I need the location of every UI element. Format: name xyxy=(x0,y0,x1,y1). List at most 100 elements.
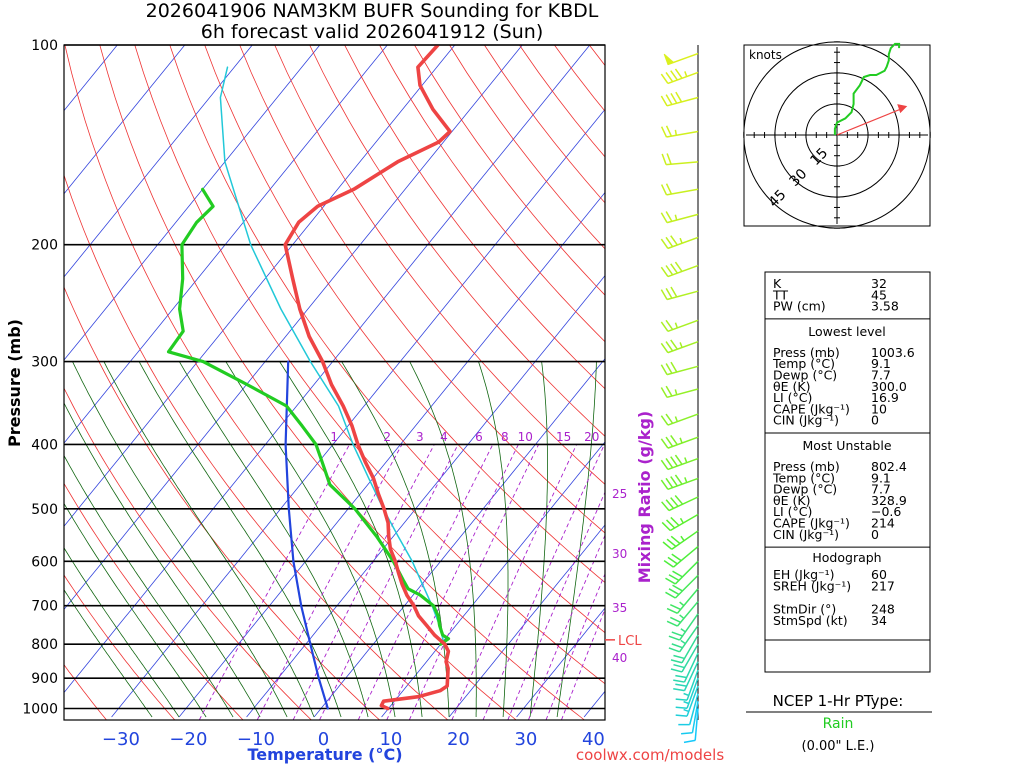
wind-barb xyxy=(661,455,698,469)
wind-barb-feather xyxy=(673,680,684,682)
index-value: 3.58 xyxy=(871,299,899,314)
wind-barb-feather xyxy=(673,571,683,577)
dry-adiabat-line xyxy=(415,45,1024,720)
wind-barb-half-feather xyxy=(681,640,686,643)
plot-frame xyxy=(64,45,605,720)
moist-adiabat-line xyxy=(410,362,477,717)
isotherm-line xyxy=(112,45,658,717)
pressure-label: 200 xyxy=(31,238,58,254)
index-label: StmSpd (kt) xyxy=(773,613,848,628)
wind-barb-feather xyxy=(666,237,673,246)
wind-barb-feather xyxy=(671,517,679,525)
wind-barb-feather xyxy=(671,71,678,80)
isotherm-line xyxy=(0,45,455,717)
wind-barb-feather xyxy=(665,592,675,598)
wind-barb-feather xyxy=(666,478,673,487)
ptype-amount: (0.00" L.E.) xyxy=(802,739,875,754)
wind-barb xyxy=(667,589,698,614)
temperature-tick-label: −20 xyxy=(169,729,207,750)
wind-barb xyxy=(663,531,698,549)
wind-barb-feather xyxy=(661,439,668,448)
wind-barb-feather xyxy=(661,267,668,276)
mixing-ratio-tick-label: 6 xyxy=(475,430,483,444)
wind-barb-feather xyxy=(675,475,682,484)
mixing-ratio-tick-label: 40 xyxy=(612,651,627,665)
wind-barb-half-feather xyxy=(685,457,687,462)
wind-barb xyxy=(662,153,698,164)
wind-barb-feather xyxy=(669,575,679,581)
wind-barb-feather xyxy=(666,437,673,446)
wind-barb-feather xyxy=(667,126,672,136)
wind-barb-half-feather xyxy=(675,389,676,394)
wind-barb-feather xyxy=(662,127,667,137)
lcl-label: LCL xyxy=(618,634,642,649)
moist-adiabat-line xyxy=(73,362,288,717)
moist-adiabat-line xyxy=(0,362,179,717)
wind-barb xyxy=(661,340,698,353)
index-label: CIN (Jkg⁻¹) xyxy=(773,413,839,428)
temperature-tick-label: 20 xyxy=(447,729,470,750)
wind-barb xyxy=(661,362,698,374)
wind-barb-feather xyxy=(671,287,677,297)
wind-barb-feather xyxy=(669,636,680,640)
wind-barb-feather xyxy=(675,69,682,78)
wind-barb-half-feather xyxy=(685,477,687,482)
wind-barb-half-feather xyxy=(680,238,682,243)
wind-barb-feather xyxy=(675,262,682,271)
mixing-ratio-tick-label: 2 xyxy=(383,430,391,444)
wind-barb-half-feather xyxy=(675,416,677,421)
mixing-ratio-tick-label: 3 xyxy=(416,430,424,444)
mixing-ratio-title: Mixing Ratio (g/kg) xyxy=(635,411,654,583)
wind-barb-half-feather xyxy=(681,518,684,523)
wind-barb-feather xyxy=(676,707,687,708)
pressure-label: 600 xyxy=(31,554,58,570)
pressure-label: 500 xyxy=(31,502,58,518)
wind-barb-feather xyxy=(666,265,673,274)
wind-barb-feather xyxy=(672,632,683,636)
wind-barb xyxy=(662,184,698,195)
wind-barb-feather xyxy=(671,477,678,486)
temperature-trace xyxy=(285,45,450,709)
ptype-title: NCEP 1-Hr PType: xyxy=(773,692,904,710)
wind-barb-feather xyxy=(661,74,668,83)
ptype-panel: NCEP 1-Hr PType: Rain (0.00" L.E.) xyxy=(746,692,932,754)
wind-barb xyxy=(671,635,698,663)
temperature-tick-label: −30 xyxy=(102,729,140,750)
wind-barb-feather xyxy=(661,213,667,223)
wind-barb-feather xyxy=(666,95,672,105)
indices-section-title: Most Unstable xyxy=(802,438,891,453)
index-value: 0 xyxy=(871,527,879,542)
wind-barb-feather xyxy=(671,660,682,663)
wind-barb-feather xyxy=(662,522,670,530)
profiles xyxy=(169,45,451,709)
dry-adiabat-line xyxy=(65,45,516,720)
pressure-label: 900 xyxy=(31,671,58,687)
wind-barb-feather xyxy=(666,212,672,222)
wind-barb-feather xyxy=(668,557,677,563)
pressure-label: 700 xyxy=(31,599,58,615)
mixing-ratio-tick-label: 30 xyxy=(612,547,627,561)
wind-barb-half-feather xyxy=(681,629,686,632)
lcl-marker: LCL xyxy=(605,634,642,649)
indices-section-title: Lowest level xyxy=(808,324,885,339)
wind-barb xyxy=(662,126,698,137)
wind-barb-feather xyxy=(666,72,673,81)
pressure-label: 300 xyxy=(31,355,58,371)
wind-barb xyxy=(661,435,698,448)
wind-barb xyxy=(664,547,698,568)
wind-barb-feather xyxy=(675,676,686,678)
wind-barb xyxy=(669,626,698,652)
mixing-ratio-tick-label: 4 xyxy=(440,430,448,444)
wind-barb xyxy=(661,69,698,83)
wind-barb-half-feather xyxy=(675,323,677,328)
wind-barb-half-feather xyxy=(684,694,689,696)
index-value: 217 xyxy=(871,578,895,593)
wind-barb-feather xyxy=(667,184,672,194)
wind-barb-feather xyxy=(667,621,677,626)
wind-barb-feather xyxy=(661,460,668,469)
index-label: PW (cm) xyxy=(773,299,826,314)
wind-barb-half-feather xyxy=(684,702,689,704)
wind-barbs xyxy=(661,54,698,743)
